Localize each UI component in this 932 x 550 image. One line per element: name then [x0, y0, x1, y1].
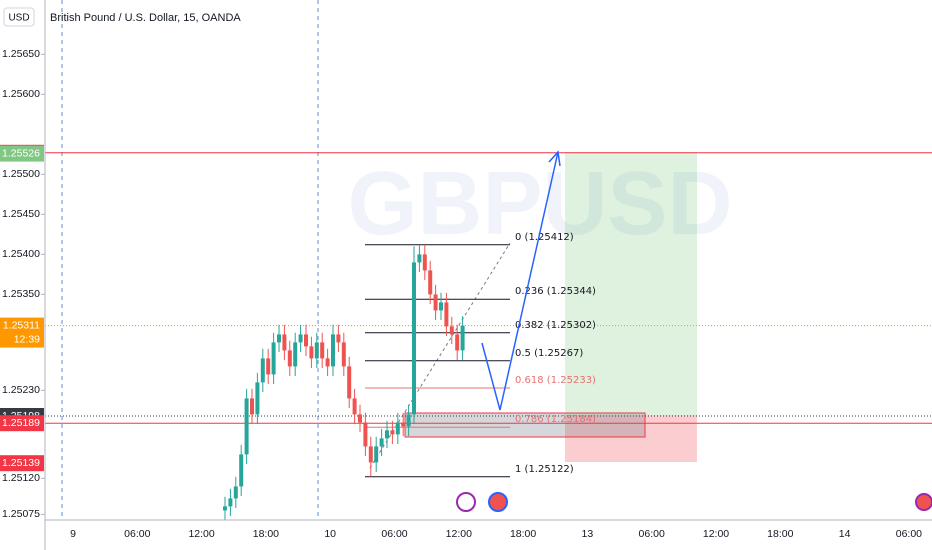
candle-body — [347, 366, 352, 399]
candle-body — [368, 446, 373, 463]
y-tick-label: 1.25650 — [2, 48, 40, 60]
candle-body — [449, 326, 454, 335]
candle-body — [287, 350, 292, 367]
x-tick-label: 06:00 — [124, 528, 150, 540]
candle-body — [255, 382, 260, 415]
x-tick-label: 12:00 — [188, 528, 214, 540]
x-tick-label: 18:00 — [767, 528, 793, 540]
candle-body — [374, 446, 379, 463]
y-tick-label: 1.25120 — [2, 472, 40, 484]
price-badge-label: 1.25311 — [3, 319, 40, 331]
x-tick-label: 18:00 — [253, 528, 279, 540]
candle-body — [444, 302, 449, 327]
x-tick-label: 06:00 — [381, 528, 407, 540]
x-tick-label: 12:00 — [446, 528, 472, 540]
price-badge-label: 1.25189 — [2, 417, 40, 429]
candle-body — [223, 506, 227, 511]
event-icon[interactable] — [915, 493, 932, 511]
candle-body — [363, 422, 368, 447]
candle-body — [395, 422, 400, 435]
candle-body — [320, 342, 325, 359]
symbol-title: British Pound / U.S. Dollar, 15, OANDA — [50, 12, 241, 24]
candle-body — [385, 430, 389, 439]
candle-body — [433, 294, 438, 311]
price-badge — [0, 317, 44, 348]
y-tick-label: 1.25450 — [2, 208, 40, 220]
candle-body — [228, 498, 233, 507]
x-tick-label: 9 — [70, 528, 76, 540]
candle-body — [379, 438, 384, 447]
price-badge — [0, 415, 44, 432]
candle-body — [309, 346, 314, 359]
candle-body — [412, 262, 416, 415]
event-icon[interactable] — [456, 492, 476, 512]
projection-arrow — [481, 150, 561, 411]
candle-body — [428, 270, 433, 295]
candle-body — [455, 334, 460, 351]
price-badge — [0, 455, 44, 472]
price-badge — [0, 145, 44, 162]
x-tick-label: 12:00 — [703, 528, 729, 540]
x-tick-label: 14 — [839, 528, 851, 540]
fib-label: 0.382 (1.25302) — [515, 320, 596, 331]
candle-body — [401, 422, 406, 427]
x-tick-label: 06:00 — [896, 528, 922, 540]
candle-body — [233, 486, 238, 499]
y-tick-label: 1.25350 — [2, 288, 40, 300]
currency-button[interactable] — [3, 7, 35, 27]
price-badge-label: 1.25526 — [2, 147, 40, 159]
candle-body — [277, 334, 281, 343]
candle-body — [352, 398, 357, 415]
candle-body — [358, 414, 362, 423]
fib-label: 0 (1.25412) — [515, 232, 574, 243]
countdown: 12:39 — [14, 333, 40, 345]
candle-body — [239, 454, 244, 487]
candle-body — [460, 325, 465, 351]
currency[interactable]: USD — [8, 13, 29, 24]
fib-label: 1 (1.25122) — [515, 464, 574, 475]
fib-label: 0.236 (1.25344) — [515, 286, 596, 297]
x-tick-label: 18:00 — [510, 528, 536, 540]
candle-body — [390, 430, 395, 435]
x-tick-label: 06:00 — [639, 528, 665, 540]
y-tick-label: 1.25075 — [2, 508, 40, 520]
price-badge-label: 1.25139 — [2, 457, 40, 469]
watermark: GBPUSD — [347, 154, 732, 254]
candle-body — [331, 334, 335, 367]
candle-body — [250, 398, 254, 415]
candle-body — [406, 414, 411, 427]
candle-body — [282, 334, 287, 351]
fib-label: 0.5 (1.25267) — [515, 348, 583, 359]
fib-label: 0.786 (1.25184) — [515, 414, 596, 425]
candle-body — [244, 398, 249, 455]
candle-body — [266, 358, 271, 375]
candle-body — [325, 358, 330, 367]
y-tick-label: 1.25400 — [2, 248, 40, 260]
candle-body — [260, 358, 265, 383]
candle-body — [336, 334, 341, 343]
candle-body — [298, 334, 303, 343]
y-tick-label: 1.25600 — [2, 88, 40, 100]
fib-label: 0.618 (1.25233) — [515, 375, 596, 386]
event-icon[interactable] — [488, 492, 508, 512]
x-tick-label: 13 — [582, 528, 594, 540]
y-tick-label: 1.25230 — [2, 384, 40, 396]
candle-body — [271, 342, 276, 375]
candle-body — [417, 254, 422, 263]
target-zone — [565, 152, 697, 415]
y-tick-label: 1.25500 — [2, 168, 40, 180]
candle-body — [341, 342, 346, 367]
candle-body — [314, 342, 319, 359]
candle-body — [293, 342, 298, 367]
candle-body — [304, 334, 308, 347]
candle-body — [439, 302, 443, 311]
candle-body — [422, 254, 427, 271]
x-tick-label: 10 — [324, 528, 336, 540]
